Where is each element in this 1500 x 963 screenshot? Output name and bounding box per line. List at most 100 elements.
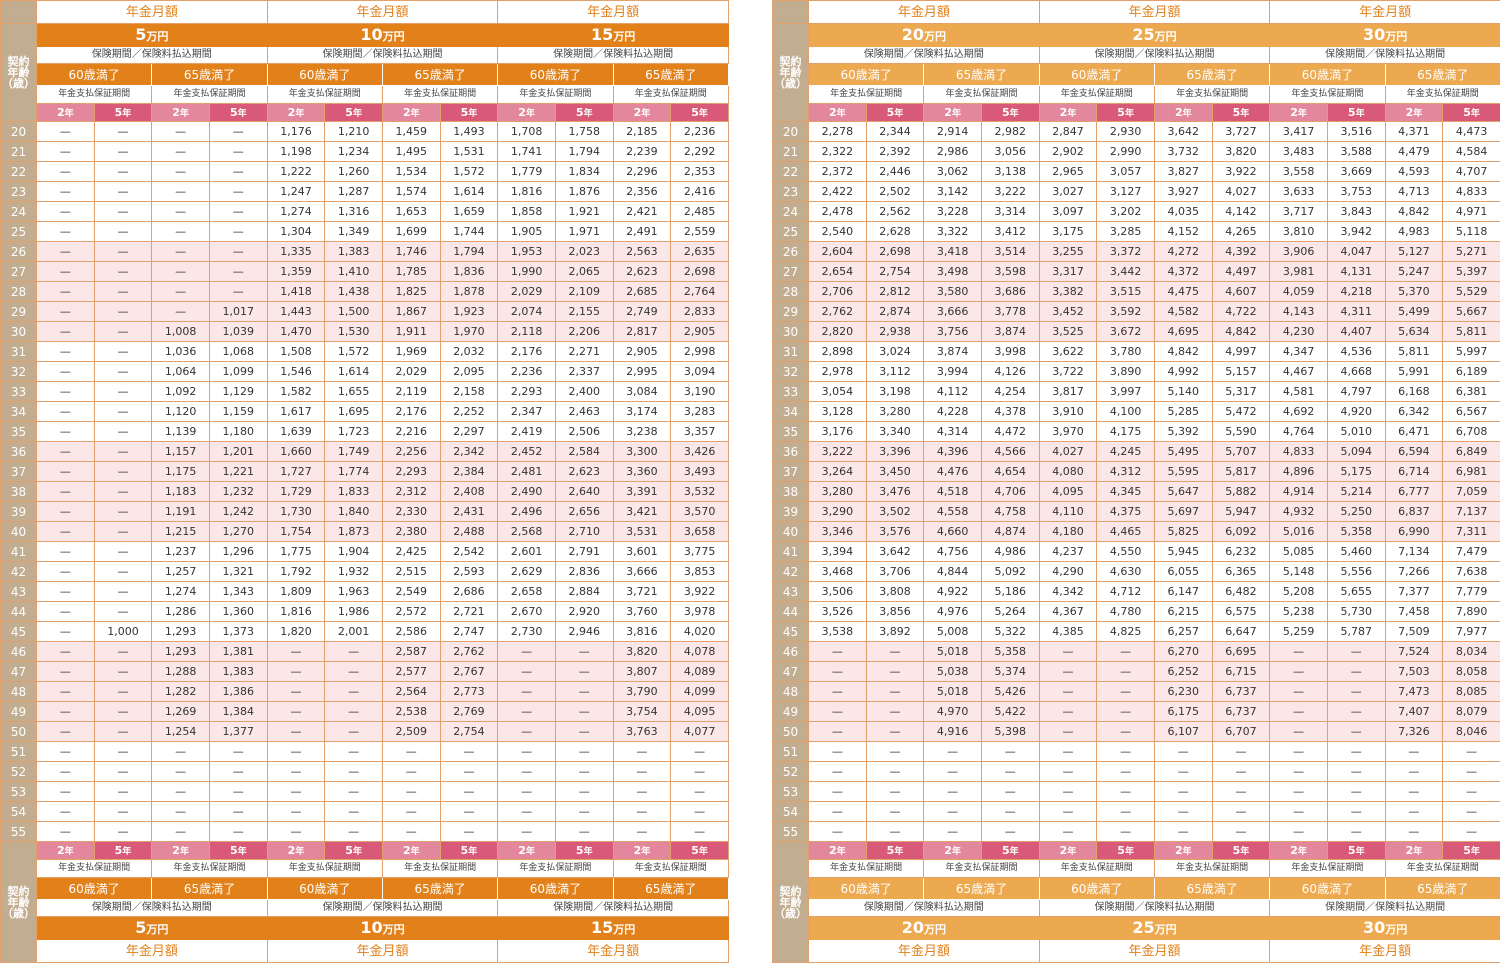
premium-cell: 1,639: [267, 422, 325, 442]
age-corner: [773, 1, 809, 24]
guarantee-label: 年金支払保証期間: [1385, 860, 1500, 878]
age-header: 契約年齢（歳）: [773, 842, 809, 963]
premium-cell: 4,371: [1385, 122, 1443, 142]
maturity-65: 65歳満了: [1385, 64, 1500, 86]
premium-cell: —: [37, 502, 95, 522]
premium-cell: —: [1385, 802, 1443, 822]
premium-cell: —: [37, 282, 95, 302]
premium-cell: 3,633: [1270, 182, 1328, 202]
age-cell: 53: [773, 782, 809, 802]
premium-cell: 1,221: [209, 462, 267, 482]
premium-cell: 2,296: [613, 162, 671, 182]
premium-cell: 1,321: [209, 562, 267, 582]
premium-cell: 4,920: [1327, 402, 1385, 422]
premium-cell: —: [866, 822, 924, 842]
premium-cell: —: [1097, 642, 1155, 662]
year-number: 2: [944, 844, 952, 857]
premium-cell: 4,780: [1097, 602, 1155, 622]
premium-cell: 2,542: [440, 542, 498, 562]
guarantee-label: 年金支払保証期間: [1039, 860, 1154, 878]
premium-cell: —: [152, 162, 210, 182]
premium-cell: 5,018: [924, 642, 982, 662]
premium-cell: —: [1097, 782, 1155, 802]
year-unit: 年: [1067, 847, 1076, 857]
premium-cell: —: [37, 542, 95, 562]
premium-cell: 4,654: [981, 462, 1039, 482]
premium-cell: 4,047: [1327, 242, 1385, 262]
year-unit: 年: [1240, 109, 1249, 119]
year-cell: 5年: [1212, 842, 1270, 860]
age-cell: 34: [773, 402, 809, 422]
premium-cell: 4,175: [1097, 422, 1155, 442]
premium-cell: 3,112: [866, 362, 924, 382]
premium-cell: 3,601: [613, 542, 671, 562]
premium-cell: 3,853: [671, 562, 729, 582]
premium-cell: —: [809, 682, 867, 702]
premium-cell: 7,509: [1385, 622, 1443, 642]
premium-cell: 4,983: [1385, 222, 1443, 242]
premium-cell: 1,969: [382, 342, 440, 362]
premium-cell: 3,686: [981, 282, 1039, 302]
premium-cell: 2,509: [382, 722, 440, 742]
premium-cell: 1,039: [209, 322, 267, 342]
premium-cell: 1,254: [152, 722, 210, 742]
premium-cell: 3,322: [924, 222, 982, 242]
premium-cell: 2,754: [866, 262, 924, 282]
guarantee-label: 年金支払保証期間: [382, 86, 497, 104]
premium-cell: —: [555, 642, 613, 662]
premium-cell: 5,140: [1154, 382, 1212, 402]
premium-cell: 3,128: [809, 402, 867, 422]
table-row: 54————————————: [773, 802, 1500, 822]
year-unit: 年: [1183, 847, 1192, 857]
guarantee-row: 年金支払保証期間年金支払保証期間年金支払保証期間年金支払保証期間年金支払保証期間…: [1, 860, 729, 878]
premium-cell: 5,085: [1270, 542, 1328, 562]
premium-cell: 3,280: [809, 482, 867, 502]
premium-cell: —: [209, 282, 267, 302]
premium-cell: —: [924, 762, 982, 782]
premium-cell: 1,990: [498, 262, 556, 282]
premium-cell: 1,247: [267, 182, 325, 202]
premium-cell: 2,791: [555, 542, 613, 562]
premium-cell: —: [382, 822, 440, 842]
premium-cell: 3,280: [866, 402, 924, 422]
premium-cell: 2,293: [498, 382, 556, 402]
premium-cell: —: [37, 382, 95, 402]
premium-cell: 3,382: [1039, 282, 1097, 302]
age-cell: 43: [1, 582, 37, 602]
year-cell: 2年: [37, 104, 95, 122]
premium-cell: 3,592: [1097, 302, 1155, 322]
premium-cell: —: [1097, 802, 1155, 822]
year-cell: 2年: [498, 842, 556, 860]
premium-cell: 1,833: [325, 482, 383, 502]
year-unit: 年: [122, 847, 131, 857]
premium-cell: 2,586: [382, 622, 440, 642]
premium-cell: —: [94, 782, 152, 802]
monthly-label: 年金月額: [498, 940, 729, 963]
premium-cell: 6,594: [1385, 442, 1443, 462]
premium-cell: 3,360: [613, 462, 671, 482]
age-cell: 44: [1, 602, 37, 622]
premium-cell: 1,438: [325, 282, 383, 302]
year-cell: 2年: [1385, 842, 1443, 860]
premium-cell: —: [1212, 742, 1270, 762]
premium-cell: 1,729: [267, 482, 325, 502]
premium-cell: 2,998: [671, 342, 729, 362]
premium-cell: —: [671, 742, 729, 762]
premium-cell: 2,920: [555, 602, 613, 622]
age-cell: 46: [773, 642, 809, 662]
period-row: 保険期間／保険料払込期間保険期間／保険料払込期間保険期間／保険料払込期間: [773, 900, 1500, 917]
year-unit: 年: [526, 109, 535, 119]
premium-cell: 4,272: [1154, 242, 1212, 262]
year-cell: 5年: [671, 842, 729, 860]
year-cell: 5年: [1327, 104, 1385, 122]
premium-cell: —: [671, 782, 729, 802]
premium-cell: 3,255: [1039, 242, 1097, 262]
premium-cell: —: [94, 602, 152, 622]
premium-cell: 3,892: [866, 622, 924, 642]
